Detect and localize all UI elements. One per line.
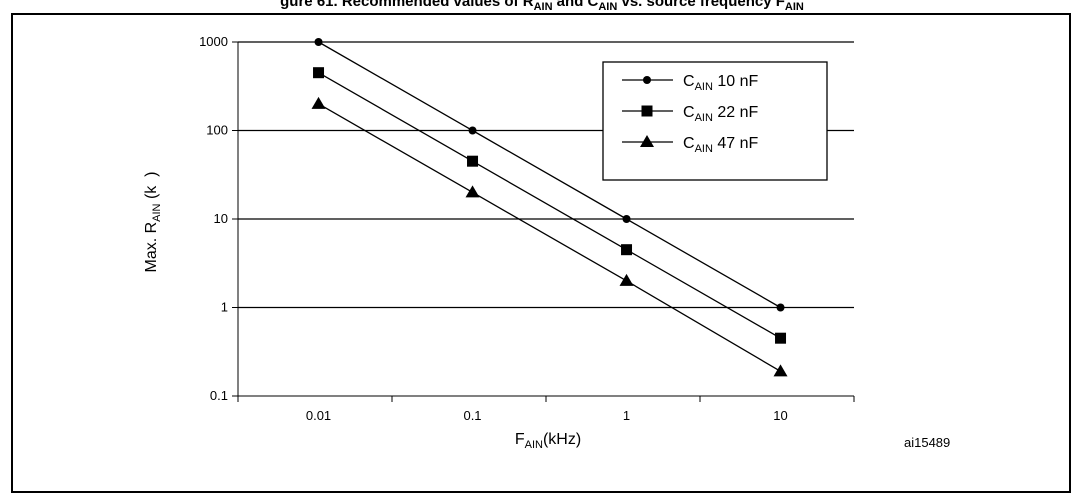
legend-marker: [643, 76, 651, 84]
legend-label: CAIN 10 nF: [683, 73, 758, 93]
caption-text-2: and C: [552, 0, 599, 10]
data-point: [467, 155, 479, 167]
legend-label: CAIN 47 nF: [683, 135, 758, 155]
y-tick-label: 1000: [199, 34, 228, 49]
x-axis-title: FAIN(kHz): [515, 431, 581, 451]
data-point: [773, 364, 788, 377]
data-point: [619, 273, 634, 286]
legend-label-tail: 10 nF: [713, 73, 759, 90]
legend-label-main: C: [683, 135, 695, 152]
legend-label-sub: AIN: [695, 112, 713, 124]
figure-caption: gure 61. Recommended values of RAIN and …: [0, 0, 1084, 13]
legend-label-tail: 47 nF: [713, 135, 759, 152]
legend-label-main: C: [683, 73, 695, 90]
data-point: [314, 38, 323, 46]
y-axis-title: Max. RAIN (k ): [143, 171, 163, 272]
caption-sub-3: AIN: [784, 1, 804, 13]
y-axis-title-sub: AIN: [151, 203, 163, 221]
series-0: [314, 38, 785, 312]
data-point: [775, 332, 787, 344]
legend-marker: [640, 135, 654, 147]
x-axis-title-tail: (kHz): [543, 431, 581, 448]
caption-text: gure 61. Recommended values of R: [280, 0, 534, 10]
legend-label-sub: AIN: [695, 143, 713, 155]
figure-id: ai15489: [904, 435, 950, 450]
x-tick-label: 0.01: [306, 408, 331, 423]
axis-titles: FAIN(kHz) Max. RAIN (k ) ai15489: [143, 171, 950, 451]
y-axis-title-main: Max. R: [143, 222, 160, 273]
x-axis-title-sub: AIN: [525, 439, 543, 451]
y-tick-label: 100: [206, 123, 228, 138]
y-tick-label: 10: [214, 211, 228, 226]
y-tick-label: 0.1: [210, 388, 228, 403]
caption-text-3: vs. source frequency F: [617, 0, 785, 10]
series-1: [313, 67, 787, 344]
series-line: [318, 103, 781, 372]
series-2: [311, 96, 788, 377]
data-point: [313, 67, 325, 79]
y-tick-label: 1: [221, 300, 228, 315]
caption-sub-1: AIN: [533, 1, 553, 13]
series-line: [318, 41, 781, 309]
x-tick-label: 10: [773, 408, 787, 423]
x-tick-label: 0.1: [463, 408, 481, 423]
data-point: [465, 185, 480, 198]
legend-label: CAIN 22 nF: [683, 104, 758, 124]
data-point: [468, 126, 477, 135]
legend-label-main: C: [683, 104, 695, 121]
legend-label-tail: 22 nF: [713, 104, 759, 121]
legend-box: [602, 61, 828, 181]
data-point: [622, 215, 631, 223]
data-point: [776, 303, 785, 312]
series-line: [318, 72, 781, 339]
x-axis-title-main: F: [515, 431, 525, 448]
data-point: [311, 96, 326, 109]
data-point: [621, 244, 633, 256]
legend-label-sub: AIN: [695, 81, 713, 93]
axes: 0.1 1 10 100 1000 0.01 0.1 1 10: [199, 34, 855, 423]
x-tick-label: 1: [623, 408, 630, 423]
series-layer: [311, 38, 788, 377]
y-axis-title-tail: (k ): [143, 171, 160, 203]
caption-sub-2: AIN: [598, 1, 618, 13]
legend-marker: [641, 105, 653, 117]
